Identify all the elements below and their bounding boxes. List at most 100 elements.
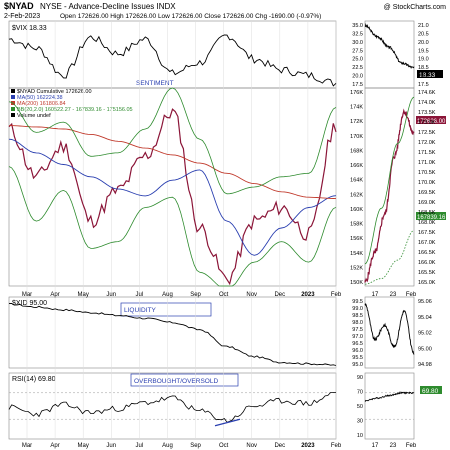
- legend-entry: BB(20,2.0) 160522.27 - 167839.16 - 17515…: [17, 107, 133, 113]
- price-zoom-ytick: 169.0K: [418, 200, 436, 206]
- price-zoom-ytick: 172.0K: [418, 140, 436, 146]
- vix-ytick: 17.5: [352, 82, 363, 88]
- price-ytick: 164K: [350, 178, 363, 184]
- x-month-label: Sep: [190, 443, 201, 449]
- bb-lower-line: [8, 166, 337, 287]
- vix-ytick: 30.0: [352, 40, 363, 46]
- xid-title: $XID 95.00: [12, 300, 47, 307]
- chart-symbol: $NYAD: [4, 1, 34, 11]
- price-zoom-ytick: 173.0K: [418, 120, 436, 126]
- chart-name: NYSE - Advance-Decline Issues INDX: [40, 2, 176, 11]
- chart-quote: Open 172626.00 High 172626.00 Low 172626…: [60, 13, 321, 20]
- x-month-label: Feb: [331, 292, 342, 298]
- vix-zoom-ytick: 19.5: [418, 48, 429, 54]
- legend-swatch: [11, 95, 15, 99]
- price-ytick: 160K: [350, 207, 363, 213]
- rsi-ytick: 30: [357, 419, 363, 425]
- xid-ytick: 96.5: [352, 341, 363, 347]
- price-zoom-ytick: 174.6K: [418, 90, 436, 96]
- legend-swatch: [11, 107, 15, 111]
- rsi-line: [8, 392, 337, 423]
- rsi-title: RSI(14) 69.80: [12, 376, 56, 383]
- price-ytick: 154K: [350, 251, 363, 257]
- price-zoom-ytick: 168.0K: [418, 220, 436, 226]
- vix-last-tag: 18.33: [419, 72, 436, 79]
- xid-zoom-line: [364, 302, 415, 355]
- xid-ytick: 95.0: [352, 362, 363, 368]
- price-zoom-ytick: 166.5K: [418, 250, 436, 256]
- x-month-label: Sep: [190, 292, 201, 298]
- price-zoom-ytick: 165.5K: [418, 270, 436, 276]
- x-month-label: Apr: [50, 292, 59, 298]
- x-zoom-label: Feb: [406, 292, 417, 298]
- legend-entry: MA(200) 161806.84: [17, 101, 66, 107]
- x-month-label: Jul: [136, 292, 144, 298]
- price-zoom-ytick: 166.0K: [418, 260, 436, 266]
- liquidity-box: [120, 302, 212, 317]
- xid-line: [8, 302, 337, 366]
- rsi-zoom-line: [364, 391, 415, 402]
- price-ytick: 162K: [350, 192, 363, 198]
- x-month-label: Mar: [22, 443, 32, 449]
- bb-last-tag: 167839.16: [417, 215, 446, 221]
- price-ytick: 170K: [350, 134, 363, 140]
- nyad-zoom-line: [364, 108, 415, 283]
- vix-zoom-ytick: 20.0: [418, 40, 429, 46]
- vix-ytick: 20.0: [352, 74, 363, 80]
- xid-ytick: 99.5: [352, 299, 363, 305]
- x-zoom-label: 17: [372, 292, 379, 298]
- liquidity-label: LIQUIDITY: [124, 307, 156, 314]
- xid-zoom-ytick: 95.04: [418, 315, 432, 321]
- x-month-label: Feb: [331, 443, 342, 449]
- price-ytick: 166K: [350, 163, 363, 169]
- price-ytick: 158K: [350, 222, 363, 228]
- xid-ytick: 96.0: [352, 348, 363, 354]
- price-ytick: 176K: [350, 90, 363, 96]
- x-month-label: Oct: [219, 443, 229, 449]
- xid-ytick: 97.0: [352, 334, 363, 340]
- legend-swatch: [11, 89, 15, 93]
- legend-swatch: [11, 113, 15, 117]
- x-zoom-label: 23: [390, 443, 397, 449]
- vix-ytick: 32.5: [352, 31, 363, 37]
- vix-line: [8, 34, 337, 87]
- xid-ytick: 99.0: [352, 306, 363, 312]
- price-zoom-ytick: 172.5K: [418, 130, 436, 136]
- x-month-label: Jun: [106, 443, 116, 449]
- x-month-label: May: [78, 443, 89, 449]
- xid-zoom-ytick: 95.00: [418, 346, 432, 352]
- legend-entry: $NYAD Cumulative 172626.00: [17, 89, 92, 95]
- price-zoom-ytick: 174.0K: [418, 100, 436, 106]
- x-month-label: Jun: [106, 292, 116, 298]
- price-ytick: 150K: [350, 280, 363, 286]
- price-zoom-ytick: 171.0K: [418, 160, 436, 166]
- sentiment-label: SENTIMENT: [136, 80, 174, 87]
- rsi-ytick: 10: [357, 433, 363, 439]
- xid-zoom-ytick: 94.98: [418, 362, 432, 368]
- x-month-label: Dec: [274, 443, 285, 449]
- price-ytick: 174K: [350, 105, 363, 111]
- price-ytick: 172K: [350, 119, 363, 125]
- xid-zoom-ytick: 95.02: [418, 331, 432, 337]
- legend-entry: MA(50) 162224.38: [17, 95, 63, 101]
- price-zoom-ytick: 171.5K: [418, 150, 436, 156]
- price-last-tag: 172626.00: [417, 119, 446, 125]
- vix-ytick: 22.5: [352, 65, 363, 71]
- price-ytick: 152K: [350, 265, 363, 271]
- vix-zoom-ytick: 18.0: [418, 74, 429, 80]
- vix-ytick: 35.0: [352, 23, 363, 29]
- xid-ytick: 97.5: [352, 327, 363, 333]
- rsi-last-tag: 69.80: [422, 388, 439, 395]
- x-month-label: Aug: [162, 443, 173, 449]
- nyad-price-line: [8, 108, 337, 286]
- chart-date: 2-Feb-2023: [4, 13, 40, 20]
- price-zoom-ytick: 170.0K: [418, 180, 436, 186]
- chart-watermark: @ StockCharts.com: [384, 4, 447, 11]
- x-zoom-label: 23: [390, 292, 397, 298]
- price-zoom-ytick: 173.5K: [418, 110, 436, 116]
- xid-zoom-pane: [364, 296, 415, 369]
- xid-ytick: 98.0: [352, 320, 363, 326]
- x-zoom-label: Feb: [406, 443, 417, 449]
- xid-ytick: 98.5: [352, 313, 363, 319]
